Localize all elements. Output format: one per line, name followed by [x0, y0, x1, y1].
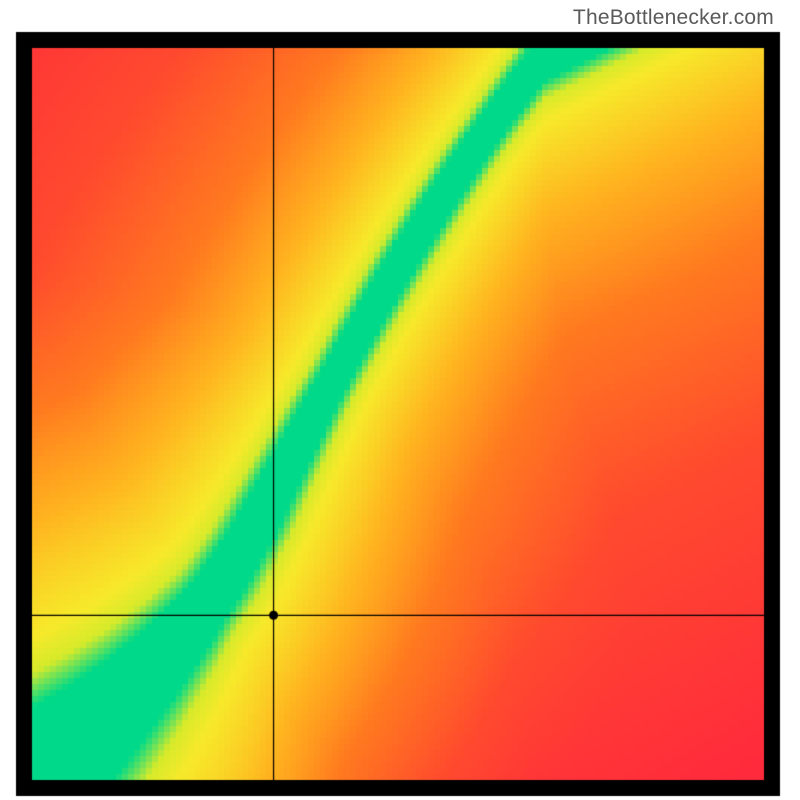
bottleneck-heatmap: [0, 0, 800, 800]
chart-container: TheBottlenecker.com: [0, 0, 800, 800]
watermark-text: TheBottlenecker.com: [573, 6, 774, 30]
